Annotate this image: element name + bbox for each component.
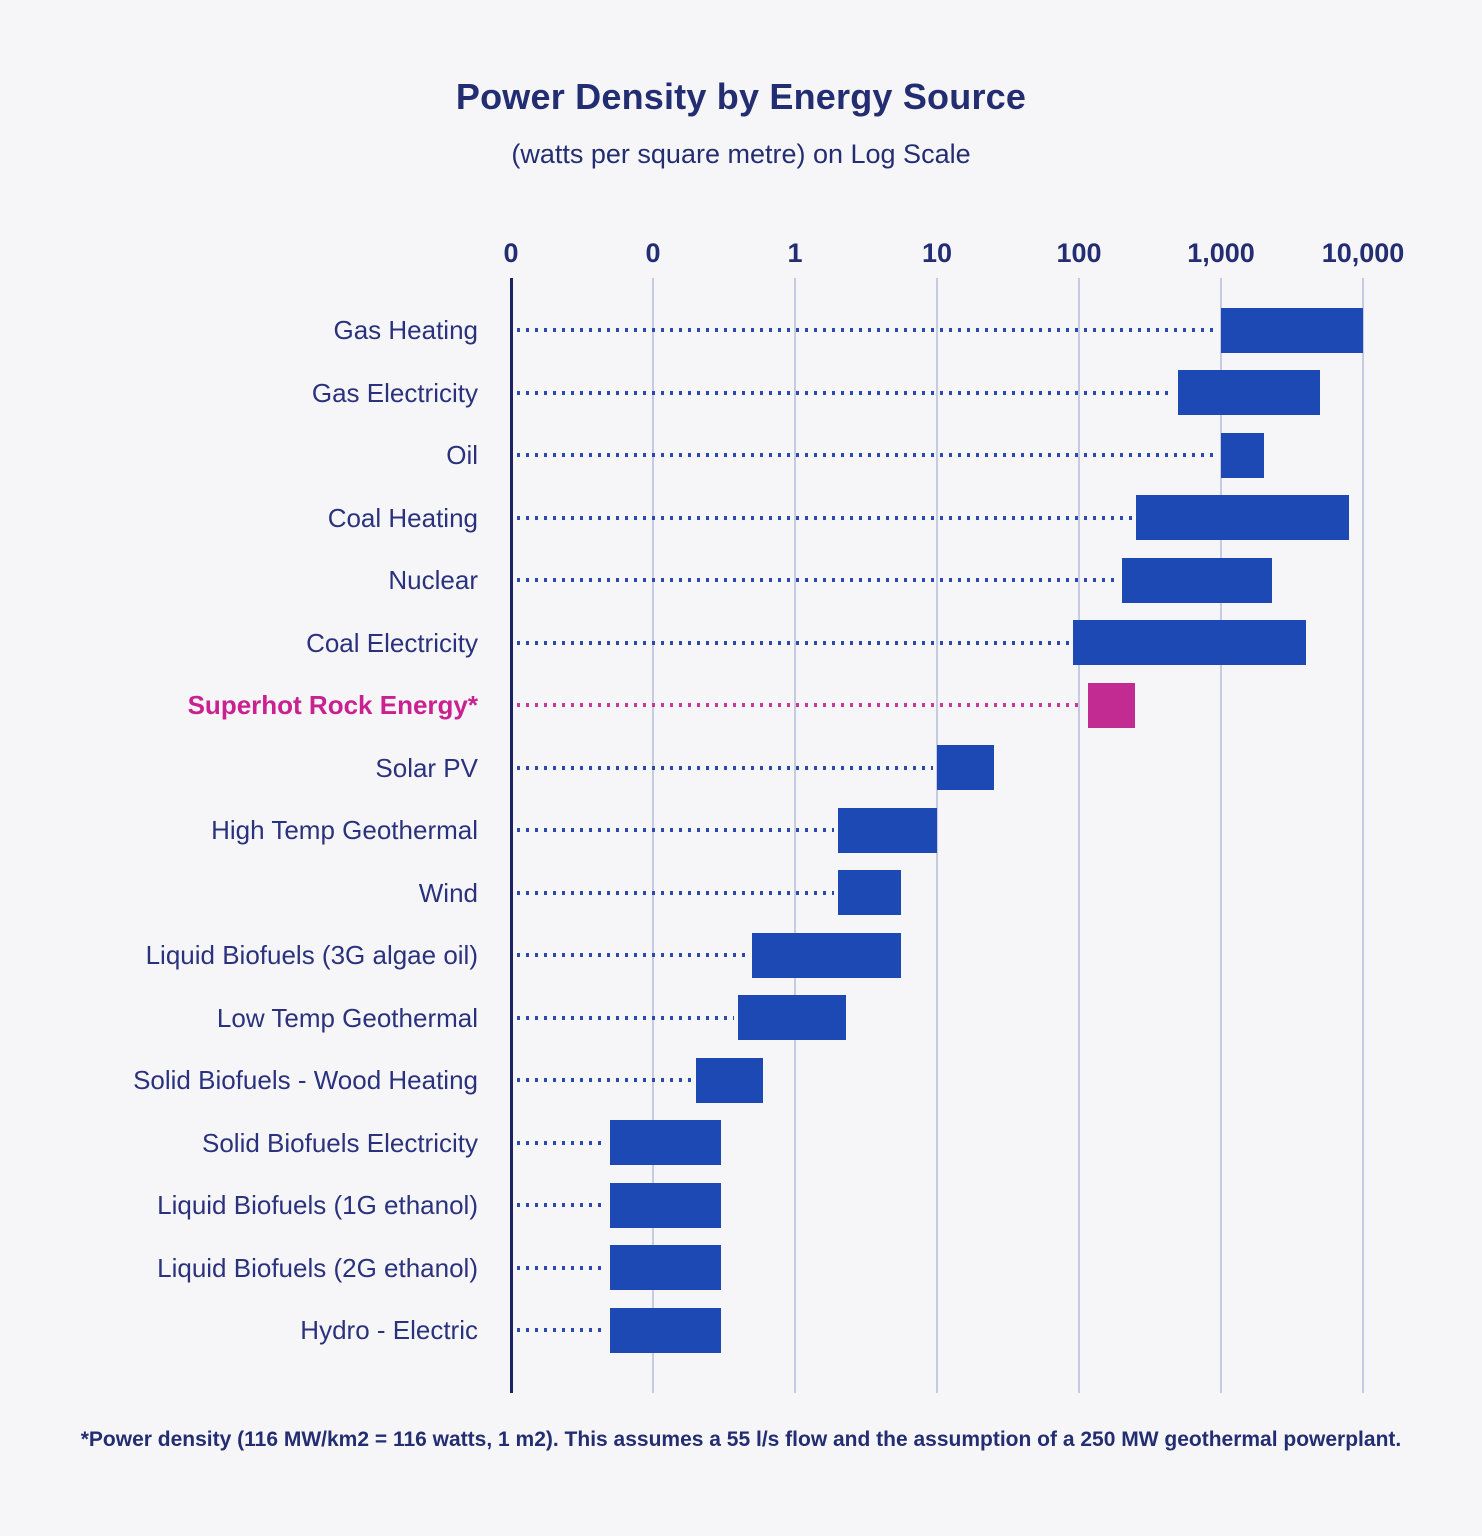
bar-wind <box>837 870 902 915</box>
category-label-low-temp-geothermal: Low Temp Geothermal <box>216 1002 478 1033</box>
leader-dots <box>517 828 834 832</box>
bar-coal-electricity <box>1072 620 1307 665</box>
category-label-oil: Oil <box>446 440 478 470</box>
category-label-hydro-electric: Hydro - Electric <box>300 1315 478 1345</box>
chart-subtitle: (watts per square metre) on Log Scale <box>511 139 971 169</box>
bar-high-temp-geothermal <box>837 807 937 853</box>
bar-solid-biofuels-wood-heating <box>695 1057 764 1103</box>
gridline <box>1078 278 1080 1393</box>
gridline <box>936 278 938 1393</box>
x-tick-label: 1 <box>787 238 803 268</box>
category-label-high-temp-geothermal: High Temp Geothermal <box>211 815 478 845</box>
category-label-liquid-biofuels-3g-algae-oil: Liquid Biofuels (3G algae oil) <box>145 940 478 970</box>
leader-dots <box>517 453 1217 457</box>
category-label-nuclear: Nuclear <box>388 565 478 595</box>
leader-dots <box>517 953 749 957</box>
category-label-gas-electricity: Gas Electricity <box>311 377 478 408</box>
bar-liquid-biofuels-3g-algae-oil <box>752 932 902 978</box>
leader-dots <box>517 1140 607 1145</box>
leader-dots <box>517 890 834 895</box>
x-tick-label: 0 <box>645 238 661 268</box>
leader-dots <box>517 765 933 770</box>
leader-dots <box>517 578 1118 582</box>
bar-liquid-biofuels-1g-ethanol <box>610 1182 721 1228</box>
footnote: *Power density (116 MW/km2 = 116 watts, … <box>80 1428 1402 1451</box>
y-axis-line <box>509 278 513 1393</box>
chart-title: Power Density by Energy Source <box>455 76 1027 117</box>
category-label-wind: Wind <box>418 877 478 908</box>
x-tick-label: 1,000 <box>1187 238 1255 268</box>
bar-oil <box>1221 432 1264 478</box>
category-label-liquid-biofuels-1g-ethanol: Liquid Biofuels (1G ethanol) <box>157 1190 478 1220</box>
category-label-liquid-biofuels-2g-ethanol: Liquid Biofuels (2G ethanol) <box>157 1252 478 1283</box>
leader-dots <box>517 1265 607 1270</box>
bar-gas-electricity <box>1178 370 1321 415</box>
leader-dots <box>517 390 1175 395</box>
bar-gas-heating <box>1221 307 1363 353</box>
leader-dots <box>517 1203 607 1207</box>
leader-dots <box>517 1015 735 1020</box>
leader-dots <box>517 703 1085 707</box>
category-label-solid-biofuels-electricity: Solid Biofuels Electricity <box>202 1127 478 1158</box>
category-label-coal-heating: Coal Heating <box>327 502 478 533</box>
leader-dots <box>517 1328 607 1332</box>
gridline <box>794 278 796 1393</box>
bar-low-temp-geothermal <box>738 995 847 1040</box>
gridline <box>1220 278 1222 1393</box>
leader-dots <box>517 515 1132 520</box>
bar-coal-heating <box>1135 495 1350 540</box>
bar-hydro-electric <box>610 1307 721 1353</box>
category-label-solar-pv: Solar PV <box>375 752 478 783</box>
bar-liquid-biofuels-2g-ethanol <box>610 1245 721 1290</box>
x-tick-label: 0 <box>503 238 519 268</box>
leader-dots <box>517 328 1217 332</box>
bar-superhot-rock-energy <box>1088 682 1136 728</box>
category-label-solid-biofuels-wood-heating: Solid Biofuels - Wood Heating <box>133 1065 478 1095</box>
x-tick-label: 10,000 <box>1321 238 1405 268</box>
leader-dots <box>517 640 1069 645</box>
x-tick-label: 10 <box>921 238 953 268</box>
category-label-superhot-rock-energy: Superhot Rock Energy* <box>187 690 478 720</box>
bar-solid-biofuels-electricity <box>610 1120 721 1165</box>
category-label-gas-heating: Gas Heating <box>333 315 478 345</box>
x-tick-label: 100 <box>1056 238 1102 268</box>
category-label-coal-electricity: Coal Electricity <box>306 627 478 658</box>
leader-dots <box>517 1078 692 1082</box>
bar-solar-pv <box>937 745 994 790</box>
gridline <box>1362 278 1364 1393</box>
gridline <box>652 278 654 1393</box>
bar-nuclear <box>1121 557 1273 603</box>
